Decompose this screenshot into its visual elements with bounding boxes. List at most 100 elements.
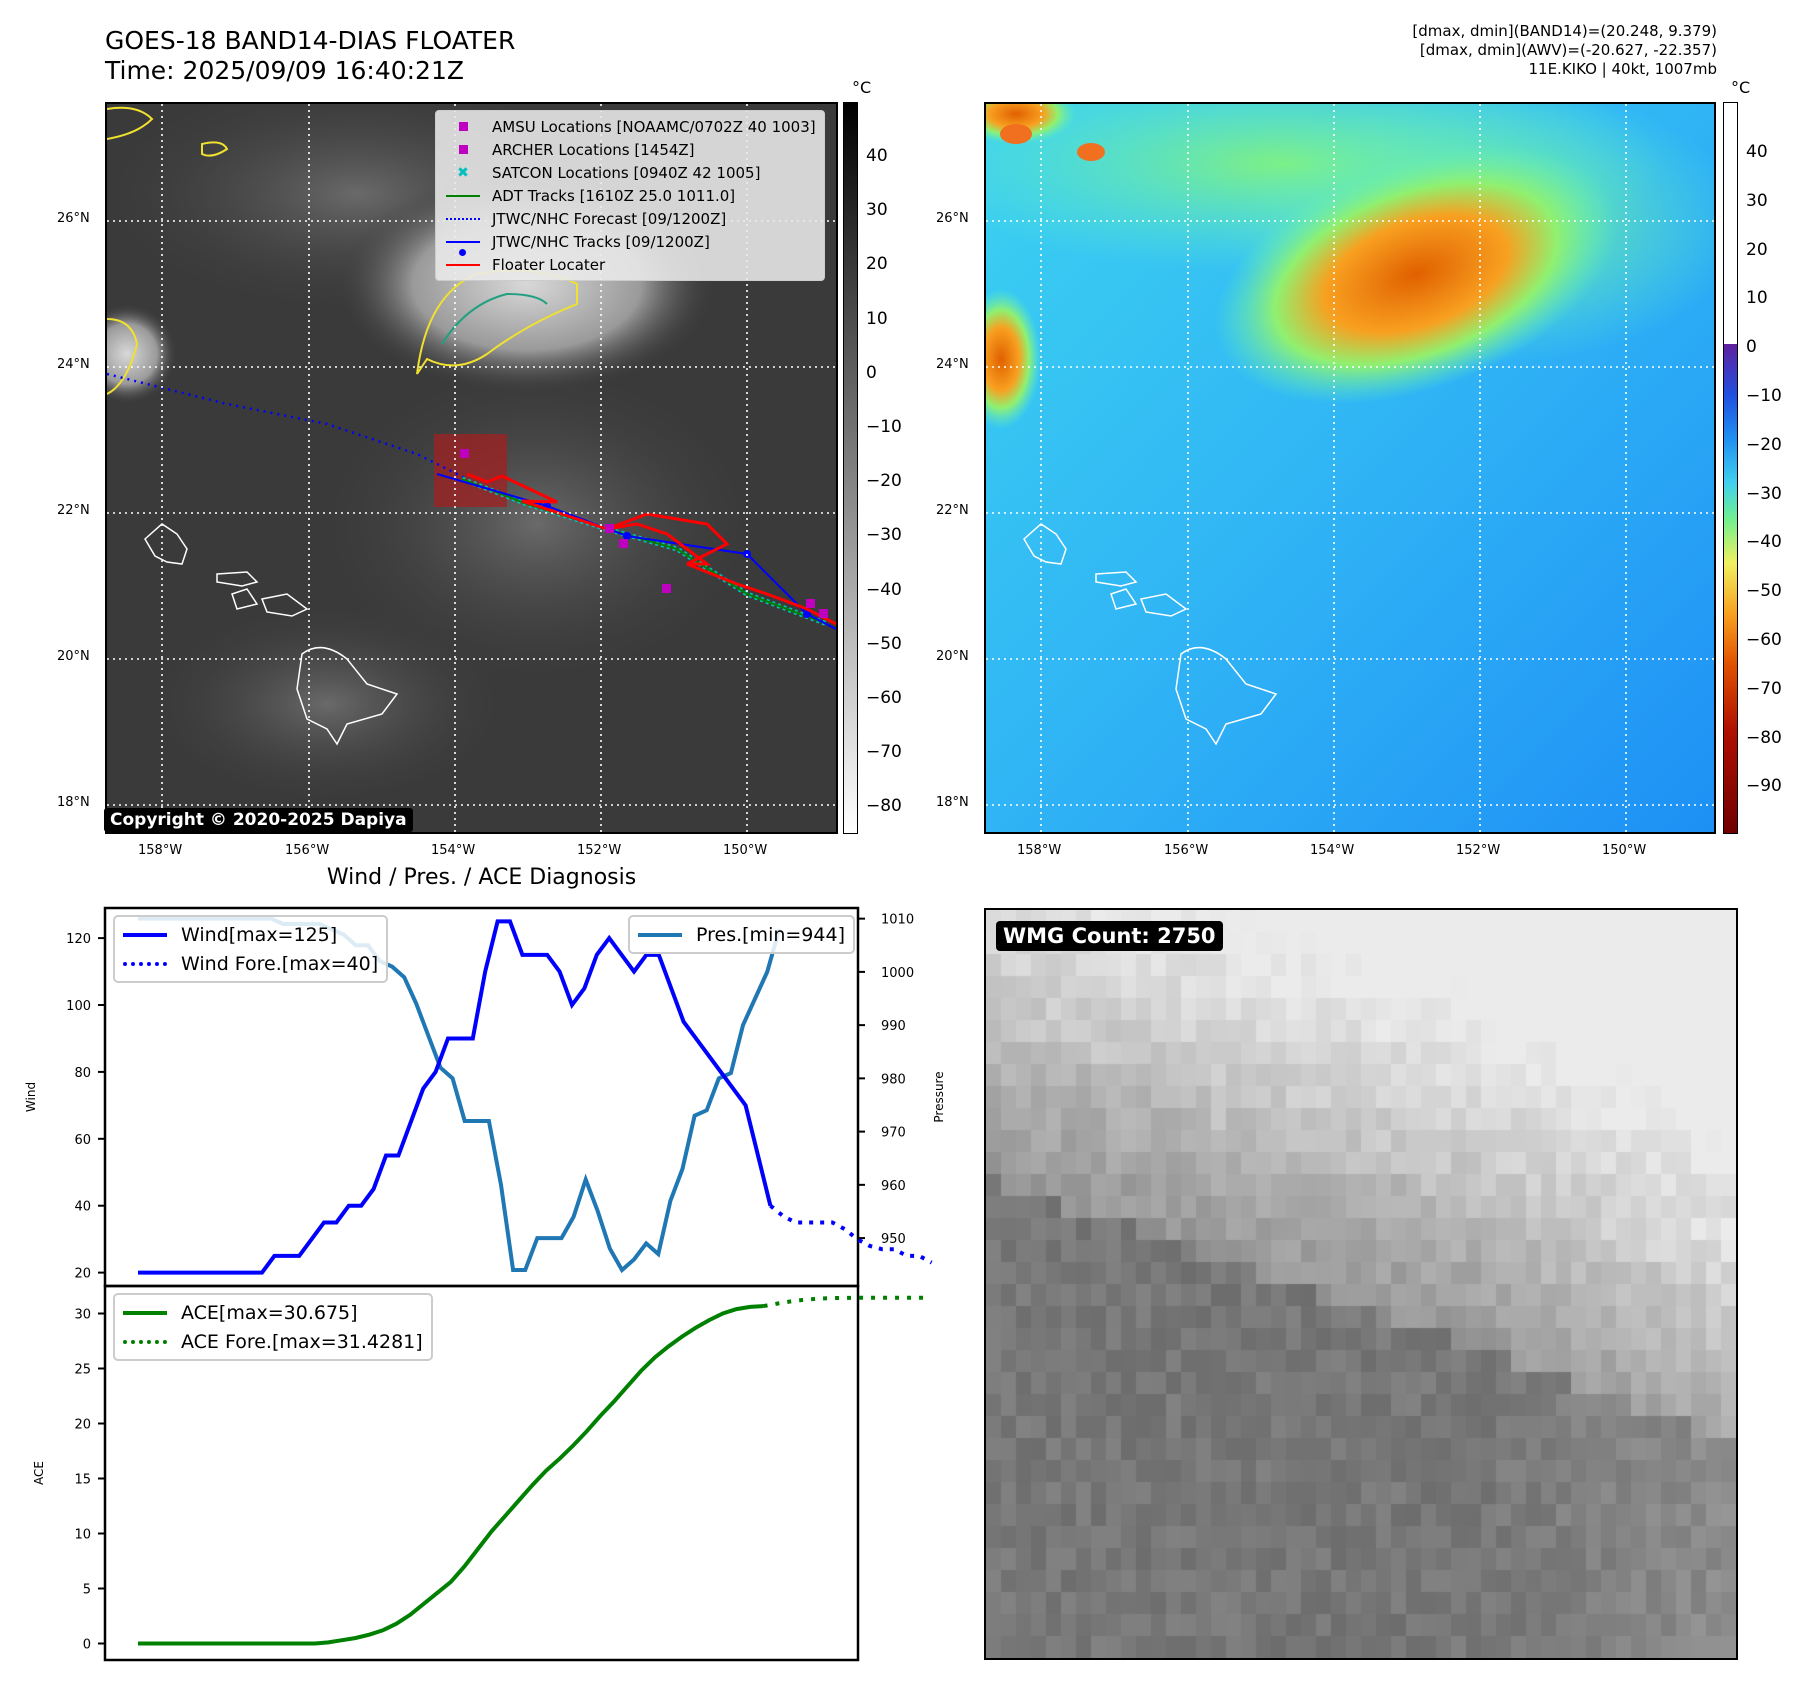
archer-location bbox=[460, 449, 469, 458]
jtwc-forecast-line bbox=[107, 372, 468, 481]
left-colorbar bbox=[843, 102, 858, 834]
y-tick-label: 0 bbox=[83, 1638, 91, 1653]
colorbar-tick-label: 10 bbox=[866, 308, 888, 329]
lat-label: 18°N bbox=[57, 795, 90, 810]
amsu-location bbox=[806, 599, 815, 608]
lon-label: 152°W bbox=[577, 843, 622, 858]
colorbar-tick-label: −10 bbox=[866, 417, 902, 437]
info-storm: 11E.KIKO | 40kt, 1007mb bbox=[1528, 60, 1717, 78]
amsu-location bbox=[605, 524, 614, 533]
colorbar-tick-label: 10 bbox=[1746, 288, 1768, 309]
colorbar-tick-label: −80 bbox=[1746, 727, 1782, 748]
jtwc-track-point bbox=[623, 532, 631, 540]
colorbar-tick-label: −10 bbox=[1746, 386, 1782, 406]
colorbar-tick-label: −40 bbox=[1746, 532, 1782, 553]
colorbar-tick-label: −70 bbox=[1746, 678, 1782, 699]
wind-forecast-line bbox=[769, 1204, 933, 1265]
wind-legend: Wind[max=125] Wind Fore.[max=40] bbox=[113, 915, 389, 983]
line-icon bbox=[638, 932, 682, 937]
legend-item-jtwc-tracks: JTWC/NHC Tracks [09/1200Z] bbox=[444, 230, 816, 256]
colorbar-tick-label: 30 bbox=[866, 200, 888, 221]
lon-label: 150°W bbox=[723, 843, 768, 858]
right-map-gridlines bbox=[986, 104, 1714, 832]
map-legend: AMSU Locations [NOAAMC/0702Z 40 1003] AR… bbox=[435, 110, 825, 281]
y-right-tick-label: 970 bbox=[881, 1126, 906, 1141]
lat-label: 20°N bbox=[936, 649, 969, 664]
left-ir-map: AMSU Locations [NOAAMC/0702Z 40 1003] AR… bbox=[105, 102, 838, 834]
y-right-tick-label: 950 bbox=[881, 1232, 906, 1247]
colorbar-tick-label: −60 bbox=[1746, 630, 1782, 650]
copyright-badge: Copyright © 2020-2025 Dapiya bbox=[104, 808, 413, 832]
square-marker-icon bbox=[444, 145, 482, 154]
legend-item-ace-forecast: ACE Fore.[max=31.4281] bbox=[123, 1327, 423, 1356]
y-right-tick-label: 990 bbox=[881, 1019, 906, 1034]
pressure-axis-label: Pressure bbox=[932, 1071, 946, 1122]
ace-axis-label: ACE bbox=[32, 1461, 46, 1485]
lon-label: 156°W bbox=[285, 843, 330, 858]
y-right-tick-label: 1010 bbox=[881, 913, 914, 928]
legend-item-ace: ACE[max=30.675] bbox=[123, 1298, 423, 1327]
lat-label: 24°N bbox=[936, 357, 969, 372]
big-island-outline bbox=[296, 646, 399, 746]
amsu-location bbox=[819, 609, 828, 618]
y-tick-label: 15 bbox=[74, 1473, 91, 1488]
big-island-outline bbox=[1175, 646, 1278, 746]
y-tick-label: 5 bbox=[83, 1583, 91, 1598]
lat-label: 20°N bbox=[57, 649, 90, 664]
colorbar-tick-label: 20 bbox=[1746, 239, 1768, 260]
maui-outline bbox=[216, 571, 309, 617]
lat-label: 26°N bbox=[57, 211, 90, 226]
lat-label: 18°N bbox=[936, 795, 969, 810]
y-tick-label: 40 bbox=[74, 1200, 91, 1215]
x-marker-icon: ✖ bbox=[457, 164, 469, 181]
lat-label: 22°N bbox=[57, 503, 90, 518]
info-awv: [dmax, dmin](AWV)=(-20.627, -22.357) bbox=[1419, 41, 1717, 59]
colorbar-tick-label: 0 bbox=[866, 362, 877, 383]
maui-outline bbox=[1095, 571, 1188, 617]
title-line-1: GOES-18 BAND14-DIAS FLOATER bbox=[105, 26, 516, 55]
lat-label: 26°N bbox=[936, 211, 969, 226]
colorbar-tick-label: 40 bbox=[1746, 142, 1768, 162]
ace-chart: 0 5 10 15 20 25 30 ACE bbox=[32, 1284, 927, 1662]
colorbar-tick-label: −20 bbox=[1746, 434, 1782, 455]
square-marker-icon bbox=[444, 122, 482, 131]
colorbar-tick-label: −50 bbox=[866, 633, 902, 654]
y-right-tick-label: 1000 bbox=[881, 966, 914, 981]
dotted-line-icon bbox=[123, 1339, 167, 1344]
left-colorbar-unit: °C bbox=[852, 78, 872, 97]
oahu-outline bbox=[1023, 523, 1067, 565]
dotted-line-icon bbox=[444, 217, 482, 220]
right-colorbar bbox=[1723, 102, 1738, 834]
wmg-image bbox=[986, 910, 1736, 1658]
info-band14: [dmax, dmin](BAND14)=(20.248, 9.379) bbox=[1412, 22, 1717, 40]
y-tick-label: 80 bbox=[74, 1066, 91, 1081]
pressure-legend: Pres.[min=944] bbox=[628, 915, 855, 954]
right-colorbar-unit: °C bbox=[1731, 78, 1751, 97]
colorbar-tick-label: −70 bbox=[866, 742, 902, 763]
ace-plot-frame bbox=[103, 1284, 860, 1662]
lon-label: 154°W bbox=[1310, 843, 1355, 858]
lon-label: 158°W bbox=[138, 843, 183, 858]
colorbar-tick-label: 30 bbox=[1746, 190, 1768, 211]
title-time: Time: 2025/09/09 16:40:21Z bbox=[105, 56, 464, 85]
jtwc-track-point bbox=[803, 610, 811, 618]
lon-label: 152°W bbox=[1456, 843, 1501, 858]
colorbar-tick-label: −30 bbox=[1746, 483, 1782, 504]
y-tick-label: 20 bbox=[74, 1418, 91, 1433]
colorbar-tick-label: 0 bbox=[1746, 337, 1757, 358]
ace-line bbox=[138, 1304, 764, 1646]
legend-item-archer: ARCHER Locations [1454Z] bbox=[444, 138, 816, 161]
lon-label: 156°W bbox=[1164, 843, 1209, 858]
line-icon bbox=[444, 194, 482, 197]
y-tick-label: 20 bbox=[74, 1267, 91, 1282]
lon-label: 158°W bbox=[1017, 843, 1062, 858]
right-awv-map bbox=[984, 102, 1716, 834]
legend-item-adt: ADT Tracks [1610Z 25.0 1011.0] bbox=[444, 184, 816, 207]
right-map-canvas bbox=[986, 104, 1714, 832]
colorbar-tick-label: 20 bbox=[866, 254, 888, 275]
legend-item-wind-forecast: Wind Fore.[max=40] bbox=[123, 949, 378, 978]
colorbar-tick-label: −90 bbox=[1746, 776, 1782, 797]
line-dot-icon bbox=[444, 240, 482, 256]
wmg-count-badge: WMG Count: 2750 bbox=[996, 921, 1223, 951]
legend-item-pressure: Pres.[min=944] bbox=[638, 920, 845, 949]
